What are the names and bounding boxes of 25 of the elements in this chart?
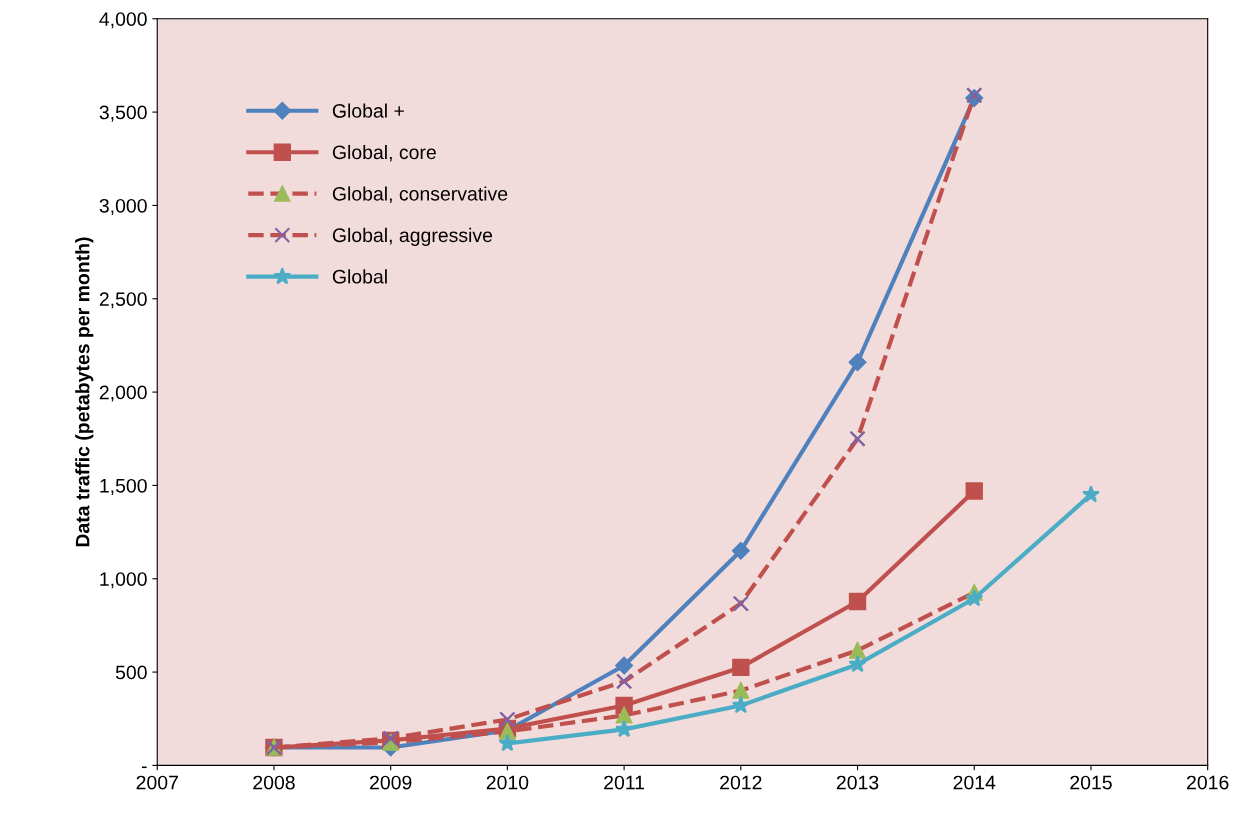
y-tick-label: 1,000 (100, 572, 147, 589)
x-tick-label: 2011 (604, 775, 645, 790)
y-tick-label: 3,000 (99, 198, 147, 215)
y-tick-label: 1,500 (100, 478, 147, 495)
y-tick-label: - (141, 766, 147, 769)
y-tick-label: 2,000 (99, 385, 147, 402)
legend-label: Global (332, 269, 387, 284)
y-axis-title: Data traffic (petabytes per month) (75, 237, 94, 547)
legend-label: Global, core (332, 144, 436, 162)
x-tick-label: 2013 (836, 775, 879, 790)
x-tick-label: 2012 (720, 775, 762, 790)
x-tick-label: 2014 (953, 775, 996, 790)
x-tick-label: 2007 (136, 775, 178, 790)
x-tick-label: 2010 (486, 775, 529, 790)
legend-label: Global, conservative (332, 186, 508, 203)
y-tick-label: 2,500 (99, 292, 147, 309)
y-tick-label: 4,000 (99, 12, 147, 29)
x-tick-label: 2008 (253, 775, 295, 790)
x-tick-label: 2015 (1070, 775, 1112, 790)
y-tick-label: 500 (115, 665, 147, 680)
y-tick-label: 3,500 (99, 105, 147, 122)
legend-label: Global, aggressive (332, 227, 493, 246)
x-tick-label: 2009 (370, 775, 412, 790)
legend-label: Global + (332, 103, 404, 118)
x-tick-label: 2016 (1187, 775, 1229, 790)
